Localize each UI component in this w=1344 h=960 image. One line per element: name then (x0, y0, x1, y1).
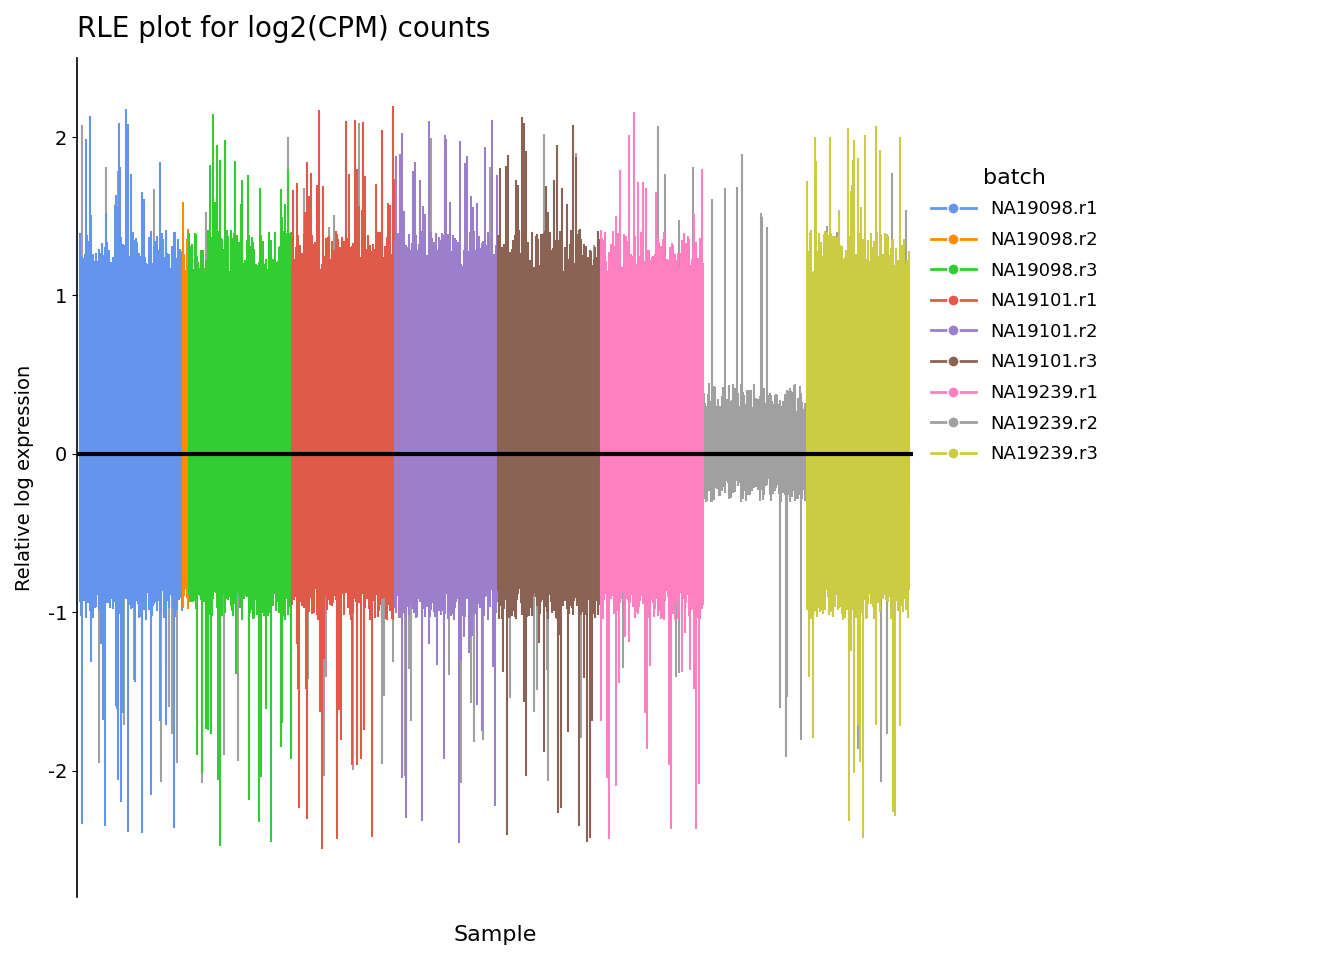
X-axis label: Sample: Sample (454, 925, 538, 945)
Legend: NA19098.r1, NA19098.r2, NA19098.r3, NA19101.r1, NA19101.r2, NA19101.r3, NA19239.: NA19098.r1, NA19098.r2, NA19098.r3, NA19… (931, 168, 1098, 464)
Y-axis label: Relative log expression: Relative log expression (15, 365, 34, 590)
Text: RLE plot for log2(CPM) counts: RLE plot for log2(CPM) counts (77, 15, 491, 43)
